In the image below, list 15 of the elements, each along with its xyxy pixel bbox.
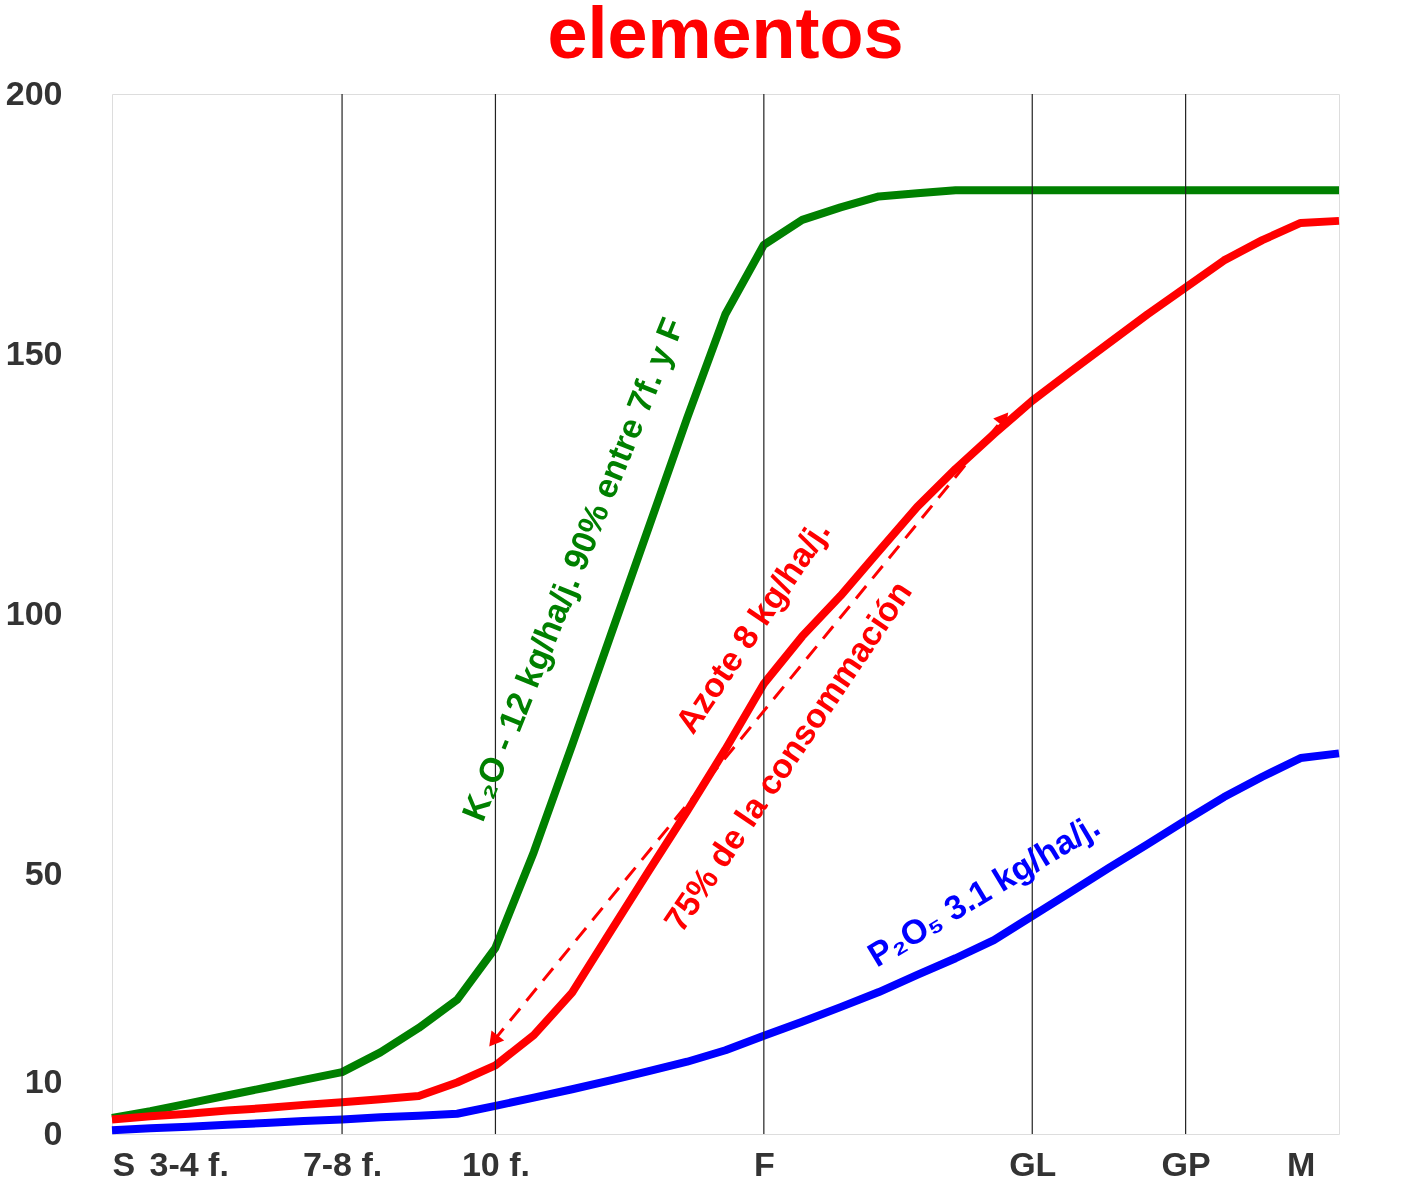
x-tick-label: F (753, 1144, 775, 1183)
y-tick-label: 10 (24, 1061, 63, 1100)
y-tick-label: 50 (24, 853, 63, 892)
x-tick-label: GP (1161, 1144, 1211, 1183)
x-tick-label: M (1286, 1144, 1316, 1183)
x-tick-label: 3-4 f. (149, 1144, 229, 1183)
chart-title: elementos (547, 0, 904, 73)
y-tick-label: 100 (5, 593, 63, 632)
x-tick-label: 7-8 f. (302, 1144, 383, 1183)
y-tick-label: 0 (43, 1113, 63, 1152)
x-tick-label: S (112, 1144, 136, 1183)
x-tick-label: GL (1009, 1144, 1057, 1183)
x-tick-label: 10 f. (461, 1144, 530, 1183)
y-tick-label: 200 (5, 73, 63, 112)
y-tick-label: 150 (5, 333, 63, 372)
